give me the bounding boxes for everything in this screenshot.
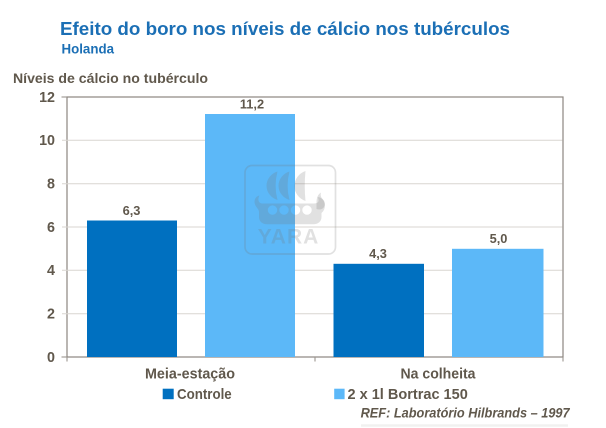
svg-text:4: 4 xyxy=(47,263,55,279)
svg-text:6: 6 xyxy=(47,220,55,236)
svg-text:Holanda: Holanda xyxy=(62,42,115,57)
svg-text:Na colheita: Na colheita xyxy=(401,367,477,383)
svg-text:10: 10 xyxy=(39,133,55,149)
svg-text:Níveis de cálcio no tubérculo: Níveis de cálcio no tubérculo xyxy=(13,71,208,87)
svg-text:REF: Laboratório Hilbrands – 1: REF: Laboratório Hilbrands – 1997 xyxy=(361,405,571,420)
svg-text:YARA: YARA xyxy=(258,226,320,249)
svg-text:0: 0 xyxy=(47,350,55,366)
svg-text:8: 8 xyxy=(47,177,55,193)
svg-text:Efeito do boro nos níveis de c: Efeito do boro nos níveis de cálcio nos … xyxy=(60,18,510,39)
svg-text:2 x 1l Bortrac 150: 2 x 1l Bortrac 150 xyxy=(348,386,468,403)
svg-text:12: 12 xyxy=(39,90,55,106)
svg-text:6,3: 6,3 xyxy=(123,203,141,218)
svg-text:11,2: 11,2 xyxy=(240,97,264,112)
svg-text:Meia-estação: Meia-estação xyxy=(145,367,235,383)
svg-text:Controle: Controle xyxy=(177,386,232,403)
svg-text:4,3: 4,3 xyxy=(369,246,387,261)
svg-text:5,0: 5,0 xyxy=(490,231,508,246)
svg-text:2: 2 xyxy=(47,307,55,323)
